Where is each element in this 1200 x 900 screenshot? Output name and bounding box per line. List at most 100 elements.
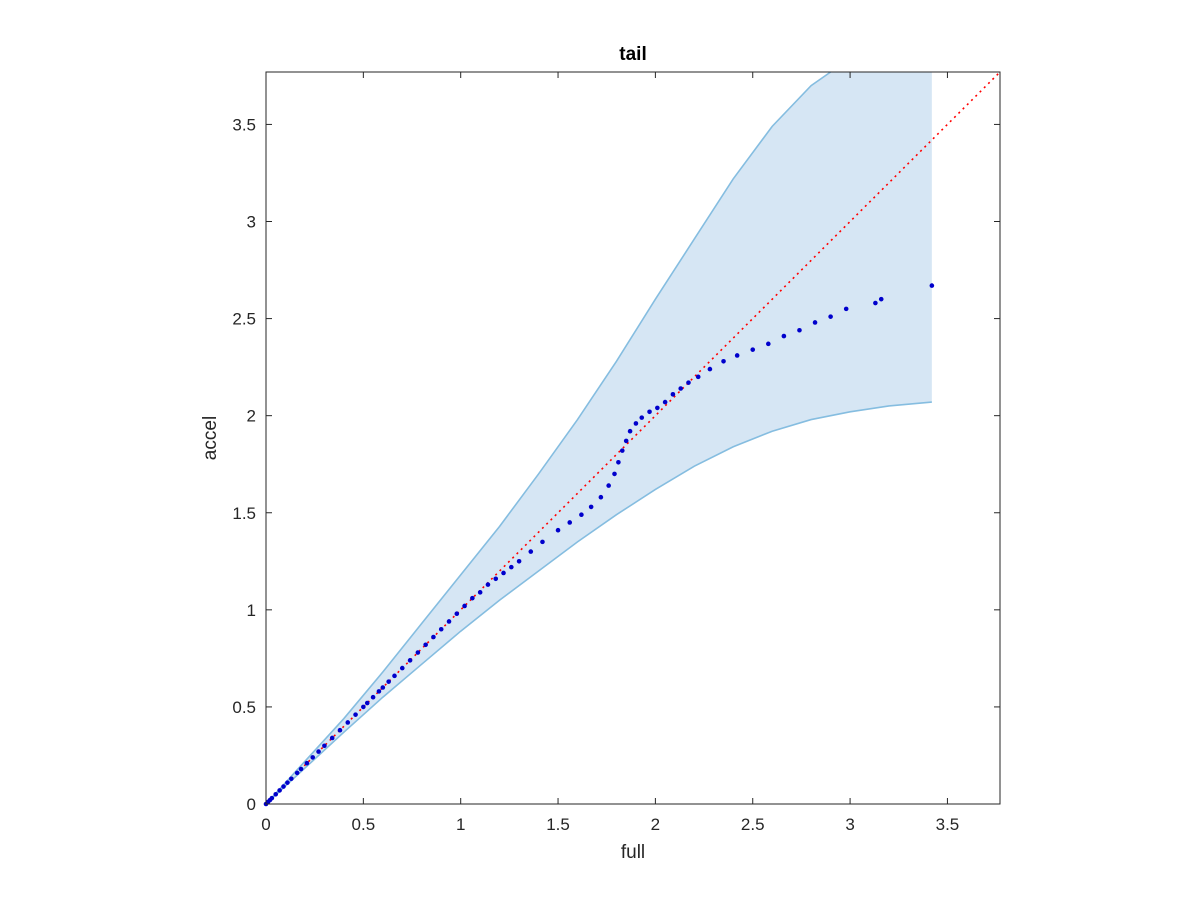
data-point <box>781 333 787 339</box>
data-point <box>310 755 316 760</box>
data-point <box>364 700 370 706</box>
data-point <box>579 512 584 517</box>
envelope-fill <box>266 72 932 804</box>
data-point <box>477 590 483 595</box>
y-tick-label: 0.5 <box>232 698 256 717</box>
data-point <box>298 766 304 772</box>
data-point <box>655 405 660 411</box>
data-point <box>662 399 668 405</box>
data-point <box>454 611 460 617</box>
data-point <box>670 392 676 397</box>
data-point <box>370 694 376 700</box>
data-point <box>316 749 321 754</box>
data-point <box>277 788 282 793</box>
data-point <box>540 539 545 545</box>
data-point <box>322 743 327 749</box>
data-point <box>619 448 625 453</box>
data-point <box>678 386 684 391</box>
data-point <box>598 494 604 500</box>
envelope-upper-edge <box>265 71 832 805</box>
data-point <box>431 634 436 640</box>
data-point <box>345 720 351 725</box>
data-point <box>399 665 405 671</box>
data-point <box>567 520 573 525</box>
data-point <box>337 727 343 733</box>
ticks: 0 0.5 1 1.5 2 2.5 3 3.5 0 0.5 1 1.5 2 2.5 3 3.5 <box>232 72 1000 834</box>
x-tick-label: 3 <box>845 815 854 834</box>
data-point <box>294 770 300 776</box>
data-point <box>707 366 713 372</box>
data-point <box>485 582 491 587</box>
data-point <box>329 735 335 741</box>
data-point <box>516 558 522 564</box>
data-point <box>376 689 382 694</box>
data-point <box>612 471 617 477</box>
y-tick-label: 3 <box>247 213 256 232</box>
data-point <box>361 704 366 710</box>
data-point <box>392 673 397 679</box>
data-point <box>380 685 386 690</box>
data-point <box>446 619 452 624</box>
data-point <box>509 564 514 570</box>
x-tick-label: 3.5 <box>936 815 960 834</box>
data-point <box>501 570 506 576</box>
x-tick-label: 2 <box>651 815 660 834</box>
y-tick-label: 1.5 <box>232 504 256 523</box>
data-point <box>285 780 290 785</box>
data-point <box>528 549 534 554</box>
data-point <box>878 296 884 302</box>
data-point <box>407 658 413 663</box>
x-tick-label: 0.5 <box>352 815 376 834</box>
y-tick-label: 2 <box>247 407 256 426</box>
data-point <box>386 679 391 684</box>
data-point <box>281 784 286 789</box>
data-point <box>269 795 275 801</box>
data-point <box>633 421 639 426</box>
y-axis-label: accel <box>200 416 221 460</box>
x-tick-label: 1.5 <box>546 815 570 834</box>
data-point <box>623 438 629 444</box>
x-axis-label: full <box>621 842 645 863</box>
data-point <box>734 353 740 358</box>
data-point <box>415 650 421 655</box>
x-tick-label: 2.5 <box>741 815 765 834</box>
data-point <box>766 341 771 347</box>
data-point <box>606 483 611 488</box>
data-point <box>289 776 294 782</box>
data-point <box>873 300 878 306</box>
data-point <box>304 760 310 766</box>
data-point <box>588 504 594 510</box>
x-tick-label: 0 <box>261 815 270 834</box>
envelope-lower-edge <box>265 401 932 805</box>
confidence-envelope <box>265 71 932 805</box>
y-tick-label: 0 <box>247 795 256 814</box>
data-point <box>750 347 756 352</box>
data-point <box>812 320 818 325</box>
data-point <box>462 603 467 609</box>
data-point <box>828 314 833 319</box>
data-point <box>686 380 691 385</box>
data-point <box>616 459 621 465</box>
data-point <box>843 306 849 312</box>
chart-title: tail <box>619 44 646 65</box>
y-tick-label: 3.5 <box>232 115 256 134</box>
data-point <box>438 626 444 632</box>
data-point <box>555 527 561 533</box>
y-tick-label: 2.5 <box>232 310 256 329</box>
data-point <box>493 576 499 582</box>
data-point <box>470 595 475 601</box>
y-tick-label: 1 <box>247 601 256 620</box>
data-point <box>423 642 428 648</box>
plot-frame <box>265 71 1001 805</box>
data-point <box>647 409 652 415</box>
data-point <box>627 428 633 434</box>
x-tick-label: 1 <box>456 815 465 834</box>
data-point <box>721 359 726 364</box>
data-point <box>353 712 358 717</box>
data-point <box>929 283 935 288</box>
data-point <box>695 374 701 380</box>
data-points <box>263 283 935 807</box>
data-point <box>639 415 645 420</box>
data-point <box>797 327 802 333</box>
